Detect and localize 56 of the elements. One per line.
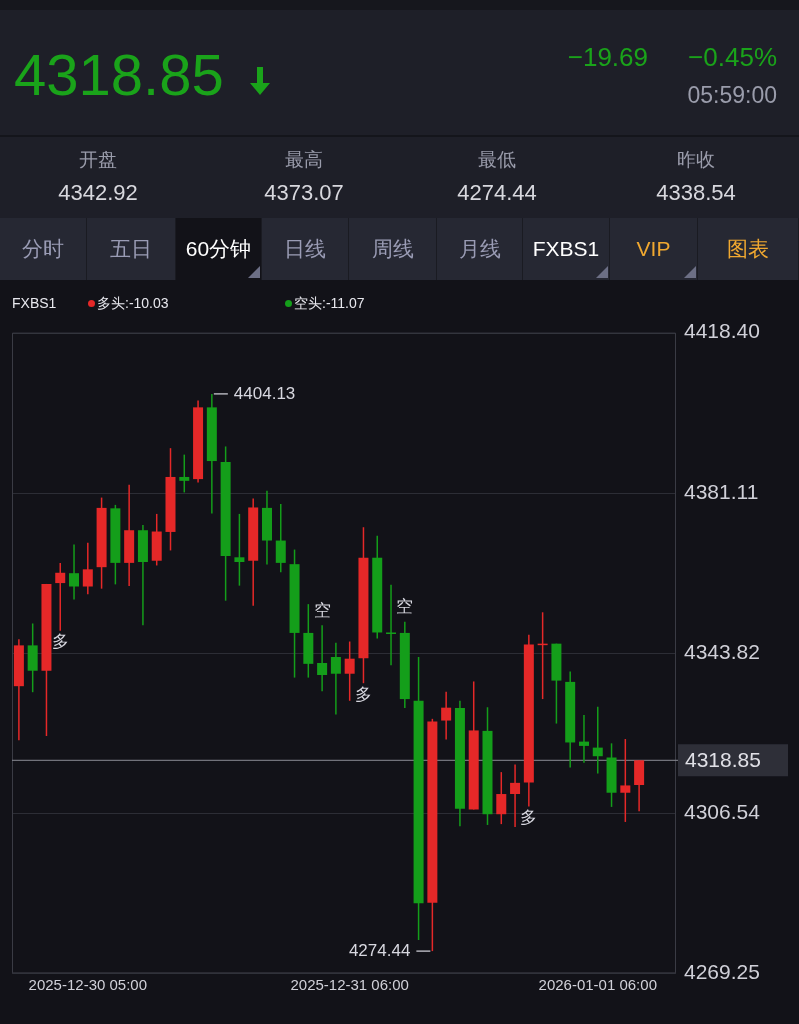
annotation: 空 — [313, 599, 331, 620]
candlestick — [330, 642, 341, 716]
text: 周线 — [349, 218, 437, 280]
candlestick — [69, 543, 80, 601]
candlestick — [441, 691, 452, 741]
candlestick — [496, 771, 507, 825]
text: 月线 — [437, 218, 523, 280]
annotation: 4404.13 — [233, 383, 296, 403]
ref-line-label: 4318.85 — [685, 748, 761, 772]
text: 多头:-10.03 — [97, 295, 169, 311]
candlestick — [55, 562, 66, 632]
text: FXBS1 — [12, 295, 57, 311]
candlestick — [510, 763, 521, 828]
text: 日线 — [262, 218, 349, 280]
text: −19.69 — [567, 42, 648, 72]
candlestick — [179, 453, 190, 494]
text: −0.45% — [688, 42, 777, 72]
y-tick-label: 4343.82 — [684, 639, 760, 663]
text: 空头:-11.07 — [294, 295, 365, 311]
candlestick — [578, 714, 589, 764]
text: 4318.85 — [14, 42, 224, 107]
x-tick-label: 2025-12-31 06:00 — [290, 975, 409, 993]
annotation: 多 — [51, 631, 69, 652]
candlestick — [82, 541, 93, 595]
text: 开盘 — [78, 149, 118, 170]
candlestick — [317, 624, 328, 693]
annotation: 4274.44 — [348, 940, 411, 960]
text: VIP — [610, 218, 698, 280]
y-tick-label: 4306.54 — [684, 799, 761, 823]
x-tick-label: 2026-01-01 06:00 — [538, 975, 657, 993]
text: 4373.07 — [263, 180, 345, 205]
text: 分时 — [0, 218, 87, 280]
text: 五日 — [87, 218, 176, 280]
annotation: 多 — [354, 683, 372, 704]
candlestick — [275, 503, 286, 574]
y-tick-label: 4418.40 — [684, 319, 760, 343]
annotation: 空 — [396, 596, 414, 617]
text: 昨收 — [676, 149, 716, 170]
candlestick — [620, 738, 631, 823]
candlestick — [386, 584, 397, 666]
x-tick-label: 2025-12-30 05:00 — [28, 975, 148, 993]
candlestick — [592, 706, 603, 775]
y-tick-label: 4269.25 — [684, 960, 760, 984]
text: 图表 — [698, 218, 799, 280]
text: FXBS1 — [523, 218, 610, 280]
text: 4274.44 — [456, 180, 538, 205]
text: 4342.92 — [57, 180, 139, 205]
y-tick-label: 4381.11 — [684, 479, 759, 503]
text: 05:59:00 — [687, 82, 777, 108]
text: 最高 — [284, 149, 324, 170]
candlestick — [234, 513, 245, 587]
text: 最低 — [477, 149, 517, 170]
text: 60分钟 — [176, 218, 262, 280]
candlestick — [344, 640, 355, 702]
text: 4338.54 — [655, 180, 737, 205]
annotation: 多 — [520, 806, 538, 827]
